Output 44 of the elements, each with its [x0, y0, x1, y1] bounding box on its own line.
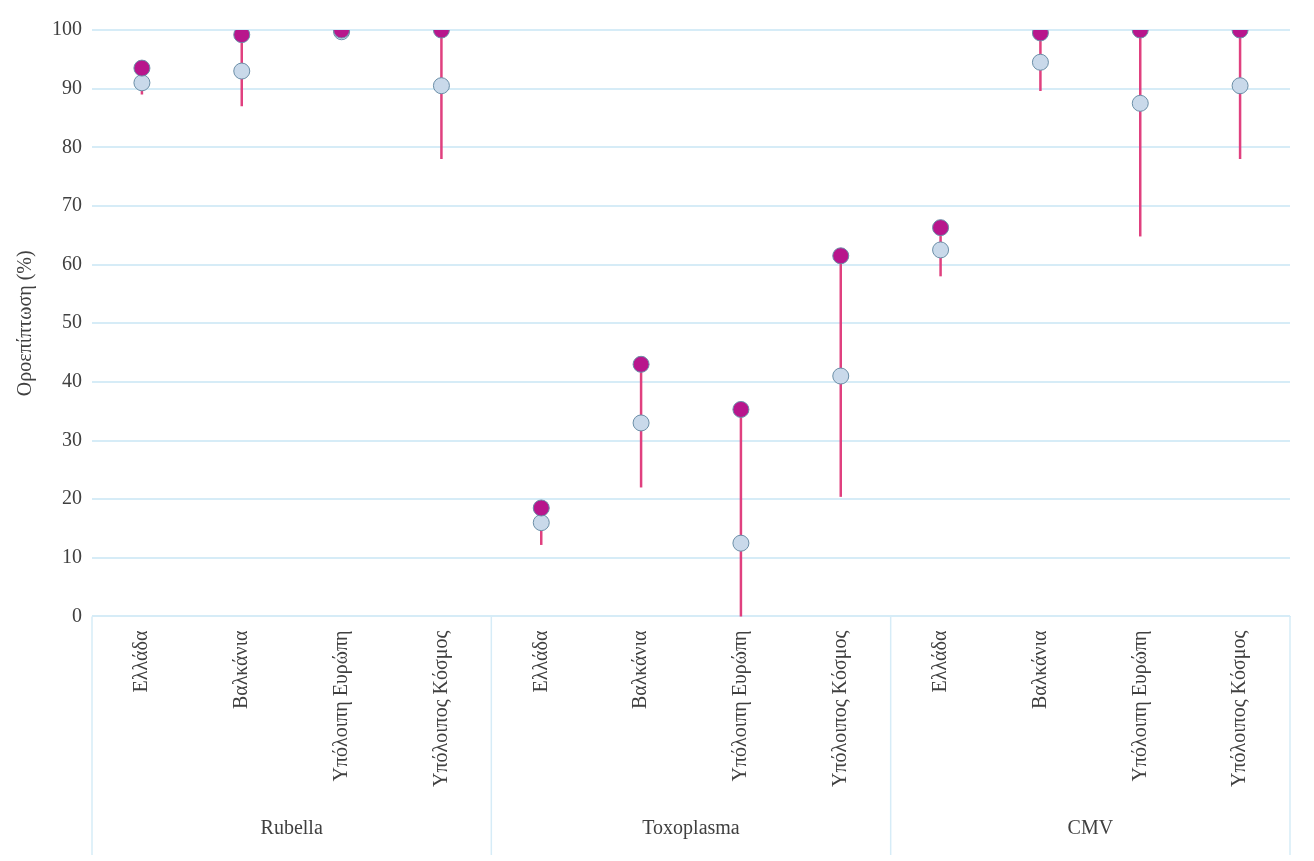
x-tick-label: Υπόλοιπος Κόσμος	[428, 630, 452, 788]
point	[1131, 94, 1149, 112]
point	[532, 499, 550, 517]
y-tick-label: 0	[72, 603, 82, 626]
x-tick-label: Ελλάδα	[129, 629, 152, 693]
y-tick-label: 90	[62, 75, 82, 98]
point	[732, 534, 750, 552]
text: CMV	[1067, 816, 1114, 839]
y-tick-label: 10	[62, 545, 82, 568]
x-tick-label: Υπόλοιπη Ευρώπη	[1127, 630, 1151, 782]
x-tick-label: Ελλάδα	[927, 629, 950, 693]
x-tick-label: Υπόλοιπος Κόσμος	[828, 630, 851, 788]
x-tick-label: Υπόλοιπη Ευρώπη	[728, 630, 752, 782]
x-tick-label: Βαλκάνια	[628, 629, 651, 710]
x-tick-label: Βαλκάνια	[1027, 629, 1050, 710]
point	[732, 400, 750, 418]
point	[632, 414, 650, 432]
y-tick-label: 20	[62, 486, 82, 509]
point	[932, 241, 950, 259]
y-tick-label: 60	[62, 251, 82, 274]
point	[832, 247, 850, 265]
point	[932, 219, 950, 237]
point	[133, 74, 151, 92]
x-tick-label: Υπόλοιπος Κόσμος	[1227, 630, 1251, 788]
point	[532, 514, 550, 532]
y-tick-label: 50	[62, 310, 82, 333]
point	[1231, 77, 1249, 95]
point	[233, 62, 251, 80]
y-tick-label: 40	[62, 369, 82, 392]
text: Rubella	[260, 816, 323, 839]
point	[1031, 53, 1049, 71]
y-axis-title: Οροεπίπτωση (%)	[13, 250, 37, 397]
point	[832, 367, 850, 385]
y-tick-label: 100	[52, 17, 82, 40]
x-tick-label: Ελλάδα	[528, 629, 551, 693]
point	[632, 355, 650, 373]
text: Toxoplasma	[642, 816, 740, 840]
y-tick-label: 70	[62, 193, 82, 216]
point	[432, 77, 450, 95]
x-tick-label: Υπόλοιπη Ευρώπη	[328, 630, 352, 782]
x-tick-label: Βαλκάνια	[229, 629, 251, 710]
y-tick-label: 30	[62, 427, 82, 450]
point	[133, 59, 151, 77]
y-tick-label: 80	[62, 134, 82, 157]
